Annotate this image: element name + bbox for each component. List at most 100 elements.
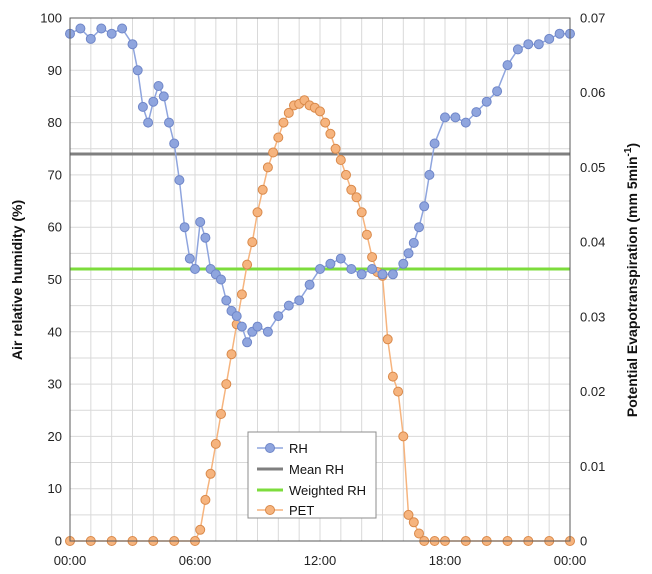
pet-point (382, 334, 393, 345)
rh-point (429, 138, 440, 149)
pet-point (221, 379, 232, 390)
rh-point (216, 274, 226, 285)
rh-point (304, 279, 315, 290)
rh-point (414, 222, 424, 233)
rh-point (408, 237, 419, 248)
rh-point (174, 175, 185, 186)
pet-point (335, 155, 346, 165)
rh-point (460, 117, 471, 128)
pet-point (330, 143, 341, 154)
x-tick-label: 12:00 (304, 553, 337, 568)
rh-point (242, 337, 253, 348)
legend-item-mean-rh: Mean RH (257, 462, 344, 477)
rh-point (190, 264, 200, 274)
rh-point (106, 28, 117, 39)
rh-point (554, 28, 565, 39)
rh-point (335, 253, 346, 264)
y-tick-label: 90 (48, 63, 62, 78)
y-tick-label: 60 (48, 220, 62, 235)
y2-tick-label: 0.06 (580, 85, 605, 100)
rh-point (450, 112, 461, 123)
rh-point (403, 248, 414, 259)
pet-point (195, 524, 206, 535)
y2-tick-label: 0.07 (580, 11, 605, 26)
rh-point (221, 295, 232, 306)
pet-point (351, 192, 362, 203)
y2-tick-label: 0.04 (580, 235, 605, 250)
pet-point (210, 438, 221, 449)
rh-point (179, 222, 190, 233)
y2-tick-label: 0.03 (580, 309, 605, 324)
legend-item-pet: PET (257, 503, 314, 518)
rh-point (419, 201, 430, 212)
pet-series (65, 95, 575, 546)
y-tick-label: 100 (40, 11, 62, 26)
x-tick-label: 00:00 (54, 553, 87, 568)
rh-point (143, 117, 154, 128)
rh-point (346, 264, 357, 274)
rh-point (117, 23, 128, 34)
pet-point (315, 106, 325, 117)
rh-point (294, 295, 305, 306)
y2-axis-title-close: ) (624, 143, 640, 148)
rh-point (262, 326, 273, 337)
rh-point (195, 217, 206, 227)
plot-border (69, 17, 571, 542)
pet-point (262, 162, 273, 173)
rh-point (325, 258, 336, 269)
y-tick-label: 20 (48, 429, 62, 444)
rh-point (75, 23, 86, 34)
rh-point (424, 169, 435, 180)
y-tick-label: 10 (48, 481, 62, 496)
y-tick-label: 0 (55, 534, 62, 549)
rh-point (356, 269, 367, 280)
rh-point (200, 232, 211, 243)
y2-tick-label: 0.05 (580, 160, 605, 175)
pet-point (414, 528, 424, 539)
rh-point (502, 60, 513, 71)
legend-mean-rh-label: Mean RH (289, 462, 344, 477)
rh-point (252, 321, 263, 332)
rh-point (169, 138, 180, 149)
pet-point (283, 107, 294, 118)
rh-point (523, 39, 534, 50)
pet-point (325, 128, 336, 139)
pet-point (403, 509, 414, 520)
pet-point (320, 117, 331, 128)
y-tick-label: 50 (48, 272, 62, 287)
pet-point (367, 252, 378, 263)
rh-point (164, 117, 174, 128)
legend-item-weighted-rh: Weighted RH (257, 483, 366, 498)
legend-rh-label: RH (289, 441, 308, 456)
x-tick-label: 06:00 (179, 553, 212, 568)
rh-point (544, 33, 555, 44)
rh-point (148, 96, 159, 107)
y2-tick-label: 0.01 (580, 459, 605, 474)
pet-point (268, 147, 279, 158)
rh-series (65, 23, 575, 348)
pet-point (408, 517, 419, 528)
x-tick-label: 18:00 (429, 553, 462, 568)
y-tick-label: 40 (48, 324, 62, 339)
legend-weighted-rh-label: Weighted RH (289, 483, 366, 498)
y-tick-label: 80 (48, 115, 62, 130)
gridlines (70, 18, 570, 541)
rh-point (184, 253, 195, 264)
y2-axis-title: Potential Evapotranspiration (mm 5min-1) (623, 143, 640, 417)
legend-pet-label: PET (289, 503, 314, 518)
rh-point (137, 101, 148, 112)
rh-point (512, 44, 523, 55)
rh-line (69, 27, 570, 345)
pet-point (398, 431, 409, 442)
rh-point (283, 300, 294, 311)
rh-point (387, 269, 398, 280)
rh-point (440, 112, 450, 123)
y2-axis-title-superscript: -1 (623, 147, 634, 156)
pet-point (226, 349, 237, 360)
pet-point (236, 289, 247, 300)
rh-point (153, 81, 164, 91)
pet-point (200, 494, 211, 505)
rh-point (132, 65, 143, 76)
legend-item-rh: RH (257, 441, 308, 456)
pet-point (361, 229, 372, 240)
